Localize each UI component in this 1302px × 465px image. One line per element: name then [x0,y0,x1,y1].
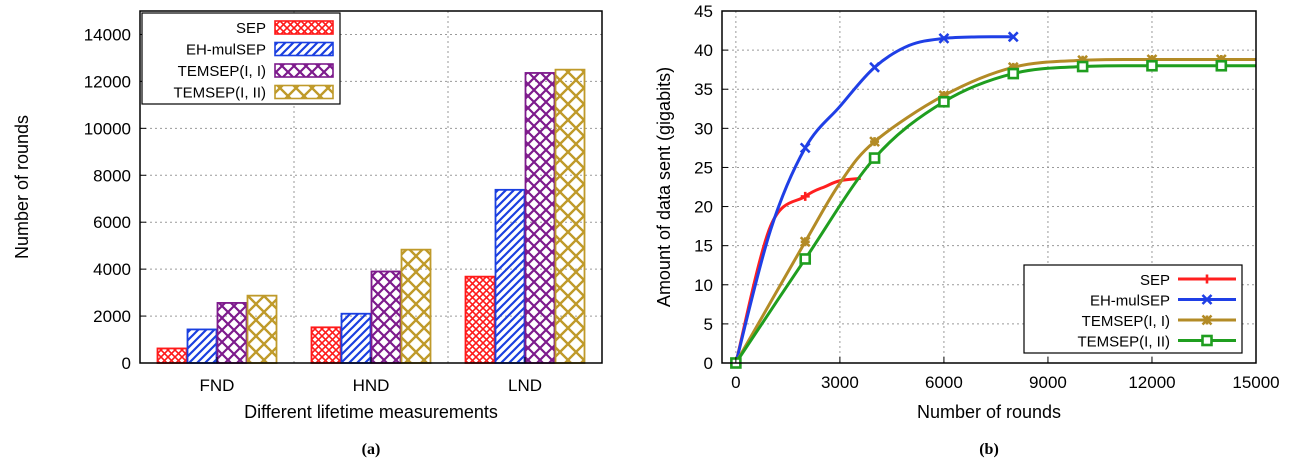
legend-label: EH-mulSEP [1090,293,1170,310]
y-tick-label: 20 [694,198,713,217]
point-temsep-i-ii [1076,60,1089,73]
bar-eh-mulsep-hnd [340,312,372,364]
legend-marker [1201,294,1213,305]
point-temsep-i-ii [938,95,950,108]
point-temsep-i-i [869,136,880,148]
legend-label: SEP [236,20,266,37]
x-tick-label: 3000 [821,373,859,392]
y-tick-label: 5 [704,315,713,334]
point-temsep-i-i [1215,54,1227,65]
x-tick-label: 15000 [1232,373,1279,392]
y-tick-label: 14000 [84,25,131,44]
bar-sep-fnd [156,347,188,364]
bar-chart-a: FND HND LND 0 2000 4000 6000 8000 10000 12000 1400… [12,10,603,458]
bar-temsep-i-i-fnd [216,302,248,364]
y-tick-label: 4000 [93,260,131,279]
y-tick-label: 45 [694,2,713,21]
x-axis-label: Different lifetime measurements [244,402,498,422]
legend-marker [1202,274,1212,284]
bar-temsep-i-i-lnd [524,72,556,364]
x-axis-label: Number of rounds [917,402,1061,422]
legend-label: TEMSEP(I, II) [1077,334,1170,351]
bar-temsep-i-i-hnd [370,270,402,364]
point-eh-mulsep [869,61,880,73]
legend-label: TEMSEP(I, II) [173,85,266,102]
plot-frame [139,10,603,364]
legend-label: SEP [1140,272,1170,289]
point-eh-mulsep [938,32,950,44]
x-tick-label: 6000 [925,373,963,392]
point-temsep-i-i [1077,54,1089,66]
bar-temsep-i-ii-lnd [554,68,586,364]
y-tick-label: 2000 [93,307,131,326]
y-tick-label: 25 [694,158,713,177]
point-eh-mulsep [799,142,811,154]
y-tick-label: 10000 [84,119,131,138]
point-eh-mulsep [1007,31,1019,43]
x-tick-label: 12000 [1128,373,1175,392]
y-tick-label: 6000 [93,213,131,232]
x-tick-label: HND [353,376,390,395]
series-line-eh-mulsep [734,35,1014,364]
bar-eh-mulsep-fnd [186,328,218,364]
y-axis-label: Number of rounds [12,115,32,259]
legend-label: TEMSEP(I, I) [1082,313,1170,330]
legend-swatch [274,84,334,100]
point-temsep-i-ii [868,152,881,164]
x-tick-label: FND [200,376,235,395]
point-temsep-i-ii [1007,67,1020,80]
legend-swatch [274,41,334,57]
y-tick-label: 30 [694,119,713,138]
plot-frame [721,10,1257,364]
x-tick-label: 0 [731,373,740,392]
point-temsep-i-ii [1146,59,1158,72]
point-temsep-i-i [1146,54,1158,65]
point-sep [800,191,810,201]
y-tick-label: 40 [694,41,713,60]
y-axis-label: Amount of data sent (gigabits) [654,67,674,307]
point-temsep-i-i [799,236,811,248]
caption-b: (b) [979,441,999,458]
legend-label: EH-mulSEP [186,42,266,59]
bar-eh-mulsep-lnd [494,188,526,364]
y-tick-label: 8000 [93,166,131,185]
legend-label: TEMSEP(I, I) [178,63,266,80]
bar-sep-lnd [464,275,496,364]
y-tick-label: 10 [694,276,713,295]
point-temsep-i-ii [1215,59,1228,72]
point-temsep-i-i [938,90,950,101]
x-tick-label: LND [508,376,542,395]
y-tick-label: 12000 [84,72,131,91]
y-tick-label: 35 [694,80,713,99]
legend-swatch [274,20,334,35]
series-line-temsep-i-i [734,57,1256,364]
bar-sep-hnd [310,326,342,364]
y-tick-label: 0 [704,354,713,373]
legend-marker [1201,334,1213,347]
line-chart-b: 0 3000 6000 9000 12000 15000 0 5 10 15 20 25 30 35 40 4… [654,2,1280,458]
legend-swatch [274,63,334,78]
y-tick-label: 15 [694,237,713,256]
bar-temsep-i-ii-hnd [400,248,432,364]
legend-marker [1201,314,1213,326]
x-tick-label: 9000 [1029,373,1067,392]
series-line-temsep-i-ii [734,64,1256,364]
point-temsep-i-i [1007,61,1019,73]
y-tick-label: 0 [122,354,131,373]
point-temsep-i-ii [799,253,812,265]
bar-temsep-i-ii-fnd [246,294,278,364]
caption-a: (a) [362,441,381,458]
